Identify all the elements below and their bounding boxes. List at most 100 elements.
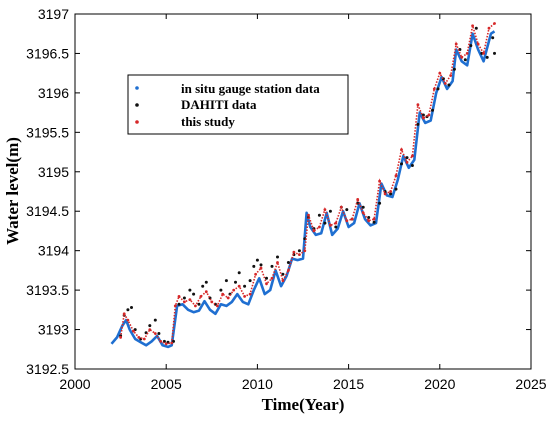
- data-point-this-study: [334, 221, 338, 225]
- y-tick-label: 3194.5: [26, 203, 69, 219]
- data-point-this-study: [215, 304, 219, 308]
- data-point-this-study: [265, 282, 268, 286]
- data-point-this-study: [422, 116, 425, 120]
- data-point-this-study: [443, 82, 447, 85]
- data-point-this-study: [210, 300, 214, 304]
- series-line-this-study: [119, 22, 496, 345]
- x-axis-title: Time(Year): [262, 395, 345, 414]
- data-point-dahiti-data: [259, 263, 263, 267]
- data-point-this-study: [276, 261, 279, 264]
- data-point-this-study: [383, 192, 387, 196]
- data-point-dahiti-data: [224, 279, 228, 283]
- data-point-this-study: [411, 154, 414, 158]
- data-point-this-study: [199, 295, 203, 298]
- data-point-this-study: [204, 290, 208, 294]
- data-point-dahiti-data: [317, 213, 321, 217]
- data-point-this-study: [122, 312, 126, 316]
- data-point-this-study: [460, 56, 464, 59]
- data-point-dahiti-data: [197, 302, 201, 306]
- data-point-this-study: [329, 224, 332, 227]
- data-point-this-study: [345, 219, 349, 223]
- x-tick-label: 2015: [333, 376, 364, 392]
- data-point-dahiti-data: [345, 208, 349, 212]
- data-point-this-study: [298, 253, 301, 256]
- data-point-dahiti-data: [452, 67, 456, 71]
- legend-marker-in-situ: [135, 86, 139, 90]
- data-point-this-study: [454, 42, 458, 46]
- data-point-dahiti-data: [286, 261, 290, 264]
- x-tick-label: 2005: [151, 376, 182, 392]
- y-tick-label: 3193.5: [26, 282, 69, 298]
- data-point-this-study: [350, 217, 354, 221]
- data-point-dahiti-data: [474, 26, 478, 30]
- series-layer: [110, 22, 496, 349]
- data-point-dahiti-data: [493, 51, 496, 55]
- data-point-dahiti-data: [201, 284, 205, 288]
- legend-marker-dahiti: [135, 103, 139, 107]
- data-point-this-study: [438, 71, 442, 75]
- data-point-dahiti-data: [463, 58, 467, 62]
- data-point-this-study: [226, 296, 230, 300]
- data-point-dahiti-data: [153, 318, 157, 322]
- y-tick-label: 3196: [38, 85, 69, 101]
- data-point-dahiti-data: [400, 162, 403, 166]
- data-point-this-study: [432, 87, 436, 91]
- data-point-this-study: [394, 174, 398, 178]
- data-point-this-study: [416, 103, 420, 107]
- data-point-dahiti-data: [219, 288, 223, 292]
- data-point-dahiti-data: [328, 209, 332, 213]
- series-this-study: [119, 22, 496, 346]
- data-point-this-study: [132, 329, 135, 333]
- data-point-this-study: [164, 342, 168, 346]
- data-point-this-study: [281, 279, 285, 282]
- ticks-layer: 2000 2005 2010 2015 2020 2025 3192.5 3193 3193.5…: [26, 6, 547, 392]
- data-point-this-study: [471, 24, 474, 28]
- data-point-this-study: [119, 336, 122, 339]
- data-point-dahiti-data: [367, 216, 371, 219]
- data-point-this-study: [194, 304, 197, 308]
- legend-box: [127, 74, 349, 135]
- y-tick-label: 3196.5: [26, 45, 69, 61]
- x-tick-label: 2025: [515, 376, 546, 392]
- data-point-dahiti-data: [469, 44, 473, 48]
- data-point-this-study: [177, 295, 181, 298]
- data-point-dahiti-data: [177, 302, 181, 306]
- legend-label-in-situ: in situ gauge station data: [181, 81, 320, 96]
- data-point-dahiti-data: [297, 249, 301, 253]
- data-point-this-study: [303, 249, 307, 253]
- legend-entry-dahiti: DAHITI data: [135, 97, 257, 112]
- data-point-this-study: [356, 198, 360, 201]
- data-point-this-study: [170, 341, 174, 345]
- data-point-dahiti-data: [436, 87, 440, 91]
- data-point-this-study: [449, 74, 453, 77]
- data-point-dahiti-data: [281, 272, 285, 276]
- data-point-dahiti-data: [248, 279, 252, 283]
- data-point-dahiti-data: [130, 306, 133, 309]
- plot-frame: [74, 13, 532, 370]
- data-point-dahiti-data: [157, 332, 161, 335]
- data-point-this-study: [339, 205, 343, 209]
- data-point-this-study: [318, 225, 321, 229]
- y-tick-label: 3195: [38, 164, 69, 180]
- y-tick-label: 3194: [38, 243, 69, 259]
- data-point-this-study: [312, 229, 316, 233]
- data-point-this-study: [292, 250, 296, 254]
- data-point-this-study: [361, 211, 365, 215]
- data-point-this-study: [487, 26, 491, 30]
- data-point-this-study: [126, 318, 130, 322]
- data-point-dahiti-data: [485, 55, 489, 59]
- series-in-situ-gauge-station-data: [110, 30, 496, 349]
- data-point-this-study: [254, 272, 257, 276]
- data-point-this-study: [482, 52, 485, 55]
- data-point-dahiti-data: [334, 225, 338, 229]
- legend-label-dahiti: DAHITI data: [181, 97, 257, 112]
- legend-marker-this-study: [135, 120, 139, 124]
- data-point-this-study: [378, 179, 381, 183]
- y-axis-title: Water level(m): [3, 137, 22, 245]
- data-point-dahiti-data: [416, 122, 420, 126]
- data-point-this-study: [153, 332, 157, 335]
- data-point-dahiti-data: [491, 36, 495, 40]
- data-point-dahiti-data: [270, 264, 274, 268]
- data-point-this-study: [307, 213, 310, 217]
- data-point-this-study: [270, 276, 274, 280]
